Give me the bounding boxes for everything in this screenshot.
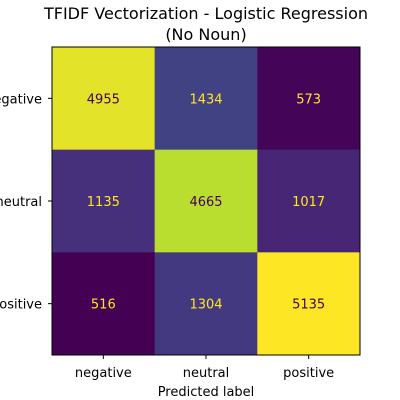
cell-value-label: 1135 (87, 195, 120, 210)
y-tick-label: negative (0, 92, 42, 107)
chart-title-line1: TFIDF Vectorization - Logistic Regressio… (43, 4, 368, 23)
heatmap-cell-labels: 4955 1434 573 1135 4665 1017 516 1304 5135 (87, 92, 325, 312)
chart-title-line2: (No Noun) (165, 25, 246, 44)
cell-value-label: 516 (91, 298, 116, 313)
cell-value-label: 4955 (87, 92, 120, 107)
heatmap-cell (52, 149, 156, 253)
x-tick-label: negative (75, 366, 132, 381)
cell-value-label: 4665 (189, 195, 222, 210)
heatmap-cell (52, 252, 156, 356)
cell-value-label: 573 (296, 92, 321, 107)
y-tick-label: neutral (0, 195, 42, 210)
heatmap-cell (257, 149, 361, 253)
heatmap-cell (154, 47, 258, 151)
cell-value-label: 1017 (292, 195, 325, 210)
heatmap-cell (52, 47, 156, 151)
x-tick-label: neutral (183, 366, 230, 381)
heatmap-cell (154, 149, 258, 253)
heatmap-cell (257, 47, 361, 151)
heatmap-cell (257, 252, 361, 356)
heatmap-cell (154, 252, 258, 356)
y-axis-ticks: negative neutral positive (0, 92, 52, 313)
x-axis-label: Predicted label (158, 385, 255, 400)
x-tick-label: positive (283, 366, 334, 381)
cell-value-label: 5135 (292, 298, 325, 313)
cell-value-label: 1304 (189, 298, 222, 313)
cell-value-label: 1434 (189, 92, 222, 107)
x-axis-ticks: negative neutral positive (75, 355, 334, 381)
heatmap-cells (52, 47, 361, 356)
y-tick-label: positive (0, 298, 42, 313)
